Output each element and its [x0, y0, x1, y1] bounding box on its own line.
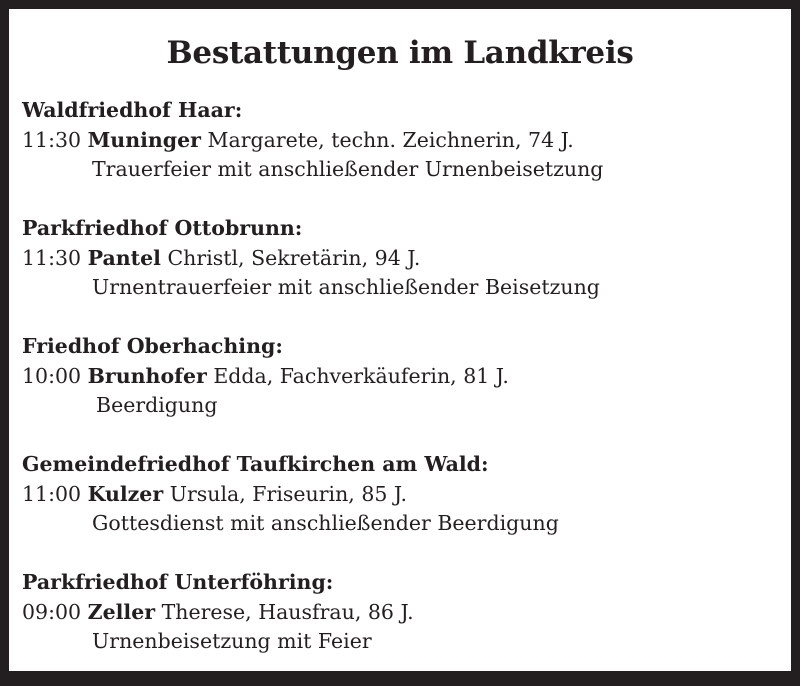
burial-entry: Gemeindefriedhof Taufkirchen am Wald: 11… [22, 450, 603, 568]
burial-entry: Friedhof Oberhaching: 10:00 Brunhofer Ed… [22, 332, 603, 450]
surname: Kulzer [87, 481, 164, 506]
burial-time: 11:00 [22, 481, 82, 506]
burial-time: 09:00 [22, 599, 82, 624]
burial-time: 10:00 [22, 363, 82, 388]
surname: Muninger [87, 127, 201, 152]
ceremony: Urnenbeisetzung mit Feier [92, 629, 372, 653]
burial-info: 10:00 Brunhofer Edda, Fachverkäuferin, 8… [22, 362, 603, 392]
surname: Zeller [87, 599, 156, 624]
cemetery-name: Gemeindefriedhof Taufkirchen am Wald: [22, 452, 489, 476]
burial-time: 11:30 [22, 245, 82, 270]
burial-entry: Waldfriedhof Haar: 11:30 Muninger Margar… [22, 96, 603, 214]
burial-time: 11:30 [22, 127, 82, 152]
burial-entry: Parkfriedhof Ottobrunn: 11:30 Pantel Chr… [22, 214, 603, 332]
burial-info: 11:30 Muninger Margarete, techn. Zeichne… [22, 126, 603, 156]
surname: Pantel [87, 245, 161, 270]
person-details: Margarete, techn. Zeichnerin, 74 J. [207, 127, 574, 152]
person-details: Ursula, Friseurin, 85 J. [169, 481, 408, 506]
burial-info: 11:00 Kulzer Ursula, Friseurin, 85 J. [22, 480, 603, 510]
page-title: Bestattungen im Landkreis [166, 35, 634, 71]
cemetery-name: Friedhof Oberhaching: [22, 334, 283, 358]
cemetery-name: Waldfriedhof Haar: [22, 98, 243, 122]
ceremony: Gottesdienst mit anschließender Beerdigu… [92, 511, 559, 535]
surname: Brunhofer [87, 363, 207, 388]
burial-info: 09:00 Zeller Therese, Hausfrau, 86 J. [22, 598, 603, 628]
ceremony: Trauerfeier mit anschließender Urnenbeis… [92, 157, 604, 181]
ceremony: Beerdigung [96, 393, 218, 417]
ceremony: Urnentrauerfeier mit anschließender Beis… [92, 275, 600, 299]
person-details: Therese, Hausfrau, 86 J. [161, 599, 414, 624]
burial-list: Waldfriedhof Haar: 11:30 Muninger Margar… [22, 96, 603, 686]
burial-info: 11:30 Pantel Christl, Sekretärin, 94 J. [22, 244, 603, 274]
person-details: Christl, Sekretärin, 94 J. [167, 245, 421, 270]
cemetery-name: Parkfriedhof Ottobrunn: [22, 216, 303, 240]
cemetery-name: Parkfriedhof Unterföhring: [22, 570, 334, 594]
burial-entry: Parkfriedhof Unterföhring: 09:00 Zeller … [22, 568, 603, 686]
notice-box: Bestattungen im Landkreis Waldfriedhof H… [9, 9, 791, 671]
person-details: Edda, Fachverkäuferin, 81 J. [213, 363, 509, 388]
